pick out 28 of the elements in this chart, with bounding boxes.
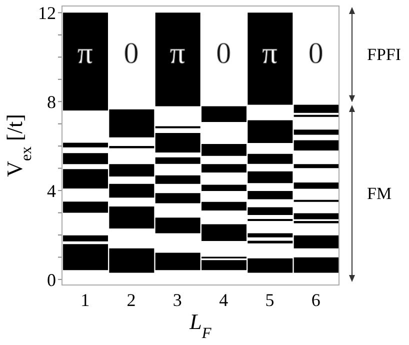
bar [294, 104, 339, 113]
x-tick-label: 3 [172, 290, 182, 310]
annotation: 0 [216, 36, 232, 70]
x-tick-label: 1 [80, 290, 90, 310]
x-tick-label: 2 [126, 290, 136, 310]
y-tick-label: 0 [47, 270, 56, 290]
bar [63, 235, 108, 242]
x-axis-title: L$_{F}$ [188, 309, 212, 342]
bar [202, 184, 246, 191]
y-tick-label: 12 [38, 3, 56, 24]
bar [155, 12, 200, 106]
bar [248, 12, 293, 105]
annotation: π [170, 36, 185, 70]
bar [63, 153, 108, 164]
x-tick-label: 4 [219, 290, 228, 310]
bar [248, 190, 293, 200]
annotation: π [78, 36, 93, 70]
x-tick-label: 6 [311, 290, 320, 310]
bar [294, 164, 339, 168]
y-tick-label: 8 [47, 92, 56, 112]
annotation: 0 [308, 36, 324, 70]
bar [155, 157, 200, 164]
text: FPFI [367, 45, 402, 64]
annotation: π [262, 36, 278, 70]
x-tick-label: 5 [265, 290, 274, 310]
text: FM [367, 184, 392, 204]
annotation: 0 [124, 36, 139, 70]
y-tick-label: 4 [47, 180, 56, 201]
